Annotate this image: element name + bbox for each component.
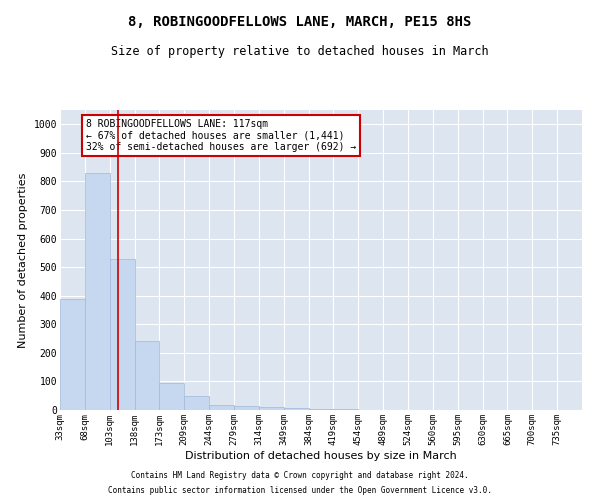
Bar (209, 405, 234, 410)
Bar (85, 173, 110, 410)
Bar (259, 407, 284, 410)
Text: Contains public sector information licensed under the Open Government Licence v3: Contains public sector information licen… (108, 486, 492, 495)
Bar (334, 408, 358, 410)
Bar (308, 408, 334, 410)
Bar (234, 406, 259, 410)
X-axis label: Distribution of detached houses by size in March: Distribution of detached houses by size … (185, 450, 457, 460)
Text: 8 ROBINGOODFELLOWS LANE: 117sqm
← 67% of detached houses are smaller (1,441)
32%: 8 ROBINGOODFELLOWS LANE: 117sqm ← 67% of… (86, 119, 356, 152)
Bar (184, 396, 209, 410)
Y-axis label: Number of detached properties: Number of detached properties (18, 172, 28, 348)
Text: 8, ROBINGOODFELLOWS LANE, MARCH, PE15 8HS: 8, ROBINGOODFELLOWS LANE, MARCH, PE15 8H… (128, 15, 472, 29)
Bar (134, 342, 160, 410)
Text: Size of property relative to detached houses in March: Size of property relative to detached ho… (111, 45, 489, 58)
Text: Contains HM Land Registry data © Crown copyright and database right 2024.: Contains HM Land Registry data © Crown c… (131, 471, 469, 480)
Bar (284, 408, 308, 410)
Bar (110, 258, 134, 410)
Bar (160, 383, 184, 410)
Bar (60, 298, 85, 410)
